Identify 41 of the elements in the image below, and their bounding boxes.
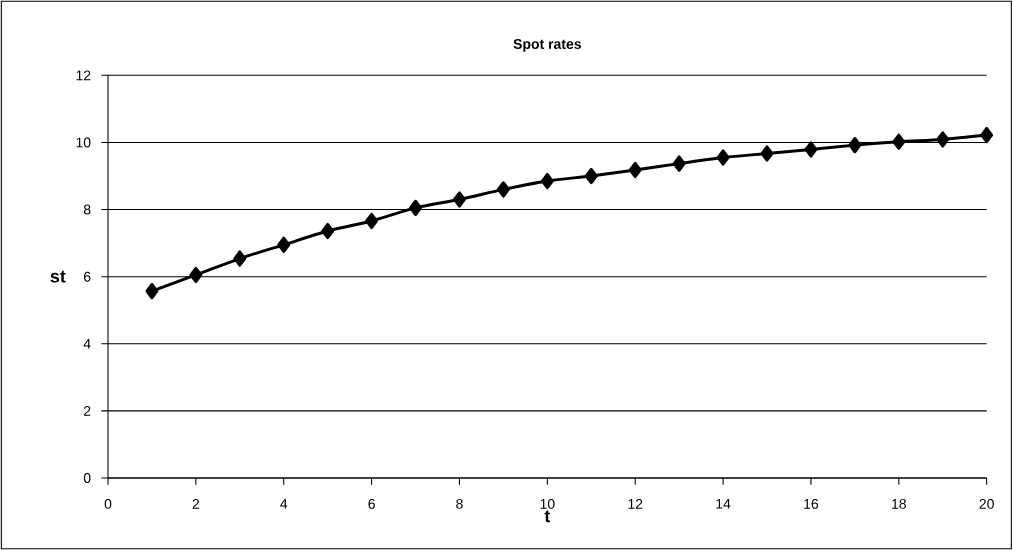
point	[716, 149, 730, 166]
y-tick-label: 0	[83, 473, 91, 483]
point	[233, 250, 247, 267]
point	[936, 131, 950, 148]
y-tick-label: 10	[76, 137, 91, 148]
x-tick-label: 18	[892, 498, 906, 509]
point	[672, 155, 686, 172]
x-tick-label: 16	[804, 498, 819, 509]
y-tick-label: 8	[83, 204, 91, 215]
point	[628, 161, 642, 179]
point	[496, 181, 510, 198]
point	[409, 199, 423, 217]
x-tick-label: 10	[540, 498, 555, 509]
x-tick-label: 12	[628, 498, 643, 509]
point	[189, 266, 203, 284]
point	[848, 136, 862, 154]
point	[453, 191, 466, 208]
point	[321, 222, 335, 240]
x-tick-label: 2	[192, 498, 200, 509]
y-axis-title: st	[50, 270, 66, 283]
x-axis-title: t	[544, 510, 551, 523]
y-tick-label: 12	[76, 70, 91, 81]
point	[804, 141, 818, 158]
x-tick-label: 20	[979, 498, 994, 509]
chart-title: Spot rates	[513, 39, 581, 52]
y-tick-label: 2	[83, 406, 91, 416]
y-tick-label: 6	[83, 271, 91, 282]
point	[540, 172, 554, 190]
x-tick-label: 4	[280, 498, 288, 509]
point	[584, 167, 598, 185]
x-tick-label: 0	[104, 498, 112, 509]
y-tick-label: 4	[83, 338, 91, 349]
point	[760, 145, 774, 162]
point	[145, 282, 159, 300]
point	[277, 236, 291, 253]
point	[892, 133, 906, 150]
point	[365, 212, 379, 230]
point	[980, 126, 994, 144]
x-tick-label: 8	[456, 498, 463, 509]
x-tick-label: 14	[716, 498, 731, 509]
x-tick-label: 6	[368, 498, 375, 509]
